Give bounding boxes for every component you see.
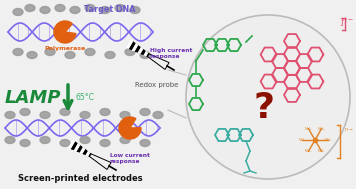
Ellipse shape: [100, 6, 110, 13]
Text: 65°C: 65°C: [76, 92, 95, 101]
Polygon shape: [85, 151, 88, 155]
Ellipse shape: [100, 108, 110, 115]
Polygon shape: [138, 48, 142, 53]
Ellipse shape: [25, 5, 35, 12]
Ellipse shape: [40, 112, 50, 119]
Ellipse shape: [80, 136, 90, 143]
Polygon shape: [84, 150, 87, 154]
Ellipse shape: [40, 6, 50, 13]
Text: $\mathregular{NH_3}$: $\mathregular{NH_3}$: [298, 136, 306, 144]
Ellipse shape: [20, 108, 30, 115]
Polygon shape: [79, 147, 83, 152]
Polygon shape: [72, 143, 77, 149]
Ellipse shape: [100, 139, 110, 146]
Ellipse shape: [85, 5, 95, 12]
Ellipse shape: [45, 49, 55, 56]
Ellipse shape: [115, 5, 125, 12]
Text: Target DNA: Target DNA: [84, 5, 136, 14]
Polygon shape: [131, 43, 136, 50]
Ellipse shape: [40, 136, 50, 143]
Text: $\mathregular{NH_3}$: $\mathregular{NH_3}$: [304, 147, 313, 155]
Polygon shape: [129, 42, 134, 49]
Ellipse shape: [13, 49, 23, 56]
Text: $\mathregular{NH_3}$: $\mathregular{NH_3}$: [317, 147, 326, 155]
Polygon shape: [134, 45, 138, 51]
Ellipse shape: [140, 51, 150, 59]
Polygon shape: [70, 142, 75, 149]
Polygon shape: [146, 53, 148, 56]
Polygon shape: [133, 44, 137, 51]
Text: ?: ?: [253, 91, 274, 125]
Text: $^{n-}$: $^{n-}$: [344, 127, 354, 133]
Polygon shape: [127, 40, 132, 48]
Ellipse shape: [105, 51, 115, 59]
Polygon shape: [77, 145, 80, 151]
Ellipse shape: [27, 51, 37, 59]
Polygon shape: [75, 144, 79, 151]
Polygon shape: [142, 50, 145, 54]
Text: LAMP: LAMP: [5, 89, 62, 107]
Text: Polymerase: Polymerase: [44, 46, 86, 51]
Ellipse shape: [140, 108, 150, 115]
Polygon shape: [87, 152, 89, 156]
Polygon shape: [78, 146, 82, 152]
Ellipse shape: [65, 51, 75, 59]
Ellipse shape: [13, 9, 23, 15]
Polygon shape: [137, 47, 141, 52]
Polygon shape: [140, 49, 143, 54]
Text: High current
response: High current response: [150, 48, 192, 59]
Text: $\mathregular{NH_3}$: $\mathregular{NH_3}$: [304, 125, 313, 132]
Wedge shape: [119, 117, 141, 139]
Ellipse shape: [5, 136, 15, 143]
Text: Screen-printed electrodes: Screen-printed electrodes: [18, 174, 142, 183]
Wedge shape: [54, 21, 76, 43]
Ellipse shape: [120, 112, 130, 119]
Ellipse shape: [60, 139, 70, 146]
Text: Low current
response: Low current response: [110, 153, 150, 164]
Text: $\mathregular{NH_3}$: $\mathregular{NH_3}$: [324, 136, 332, 144]
Polygon shape: [88, 153, 90, 156]
Polygon shape: [143, 51, 146, 55]
Circle shape: [186, 15, 350, 179]
Ellipse shape: [140, 139, 150, 146]
Polygon shape: [145, 52, 147, 56]
Ellipse shape: [120, 136, 130, 143]
Polygon shape: [130, 43, 135, 49]
Ellipse shape: [153, 112, 163, 119]
Ellipse shape: [80, 112, 90, 119]
Polygon shape: [82, 149, 85, 154]
Polygon shape: [136, 46, 140, 52]
Polygon shape: [81, 148, 84, 153]
Polygon shape: [69, 141, 74, 148]
Text: $]^{n-}$: $]^{n-}$: [339, 16, 355, 28]
Ellipse shape: [55, 5, 65, 12]
Ellipse shape: [60, 108, 70, 115]
Text: Redox probe: Redox probe: [135, 82, 178, 88]
Ellipse shape: [70, 6, 80, 13]
Ellipse shape: [20, 139, 30, 146]
Polygon shape: [73, 143, 78, 150]
Text: $\mathregular{NH_3}$: $\mathregular{NH_3}$: [317, 125, 326, 132]
Ellipse shape: [85, 49, 95, 56]
Ellipse shape: [125, 49, 135, 56]
Ellipse shape: [5, 112, 15, 119]
Ellipse shape: [130, 6, 140, 13]
